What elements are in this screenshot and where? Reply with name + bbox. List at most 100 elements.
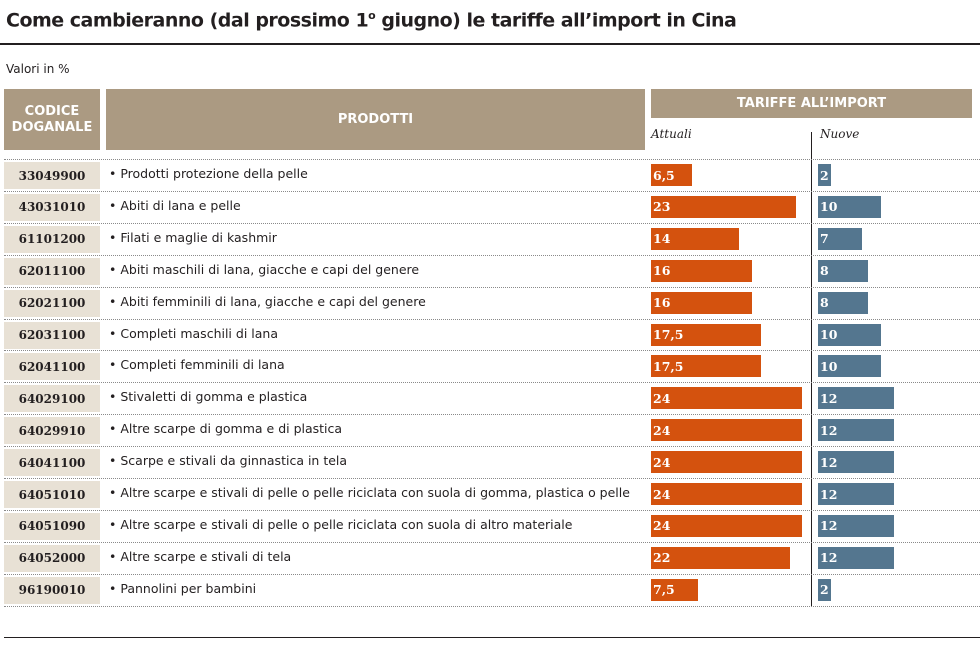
table-row: 62031100 • Completi maschili di lana 17,5 1… [0,318,980,351]
product-label: • Altre scarpe e stivali di pelle o pell… [109,516,573,532]
row-divider [4,478,980,479]
bar-new-label: 12 [820,454,838,470]
customs-code: 62031100 [4,321,100,349]
row-divider [4,190,980,192]
product-label: • Abiti femminili di lana, giacche e cap… [109,293,426,309]
row-divider [4,350,980,352]
product-label: • Abiti di lana e pelle [109,197,241,213]
product-label: • Pannolini per bambini [109,580,257,596]
bar-current: 24 [651,419,803,442]
bar-current: 24 [651,514,803,537]
bar-current: 7,5 [651,578,699,601]
title-rule [0,43,980,45]
bar-new-label: 10 [820,358,838,374]
row-divider [4,573,980,575]
bar-current: 16 [651,259,752,282]
row-divider [4,318,980,320]
bar-new-label: 10 [820,327,838,342]
customs-code: 64051090 [4,512,100,540]
row-divider [4,605,980,607]
customs-code: 62021100 [4,289,100,317]
bar-current: 22 [651,546,790,569]
bar-current: 17,5 [651,355,762,378]
table-end-divider [0,605,980,607]
bar-current: 24 [651,483,803,505]
bar-current: 23 [651,195,796,218]
table-row: 61101200 • Filati e maglie di kashmir 14 7 [0,222,980,255]
customs-code: 62011100 [4,257,100,285]
row-divider [4,541,980,543]
customs-code: 43031010 [4,193,100,221]
row-divider [4,509,980,511]
bar-new-label: 7 [820,231,829,247]
bar-new: 12 [818,451,894,474]
bar-current-label: 17,5 [653,327,684,342]
table-row: 43031010 • Abiti di lana e pelle 23 10 [0,190,980,223]
bar-new-label: 8 [820,295,829,311]
customs-code: 33049900 [4,162,100,189]
bar-new-label: 2 [820,582,829,598]
bar-current-label: 24 [653,518,671,534]
table-row: 62011100 • Abiti maschili di lana, giacch… [0,254,980,287]
table-row: 96190010 • Pannolini per bambini 7,5 2 [0,573,980,606]
product-label: • Completi maschili di lana [109,325,278,341]
bar-new: 10 [818,323,881,346]
bar-new: 2 [818,578,831,601]
table-row: 64051090 • Altre scarpe e stivali di pell… [0,509,980,542]
bottom-rule [4,637,980,638]
customs-code: 64051010 [4,481,100,508]
bar-new: 12 [818,387,894,410]
bar-current: 24 [651,387,803,410]
bar-new-label: 12 [820,518,838,534]
header-customs-code: CODICE DOGANALE [4,89,100,150]
bar-new: 12 [818,546,894,569]
bar-new-label: 10 [820,199,838,215]
bar-new: 12 [818,483,894,505]
table-row: 64041100 • Scarpe e stivali da ginnastica… [0,446,980,478]
bar-new-label: 8 [820,263,829,279]
bar-new: 8 [818,259,869,282]
customs-code: 64029910 [4,417,100,445]
product-label: • Abiti maschili di lana, giacche e capi… [109,261,420,277]
header-products: PRODOTTI [106,89,645,150]
bar-new: 12 [818,419,894,442]
chart-subtitle: Valori in % [6,62,70,76]
bar-new: 7 [818,227,863,250]
table-row: 64029100 • Stivaletti di gomma e plastica… [0,382,980,414]
table-row: 33049900 • Prodotti protezione della pell… [0,159,980,191]
bar-current-label: 14 [653,231,671,247]
bar-current-label: 22 [653,550,671,566]
product-label: • Altre scarpe e stivali di tela [109,548,292,564]
customs-code: 64052000 [4,544,100,572]
bar-current: 16 [651,291,752,314]
bar-new-label: 12 [820,422,838,438]
column-label-current: Attuali [651,127,692,141]
chart-title: Come cambieranno (dal prossimo 1o giugno… [6,9,737,32]
row-divider [4,254,980,256]
product-label: • Prodotti protezione della pelle [109,166,308,181]
table-row: 64052000 • Altre scarpe e stivali di tela… [0,541,980,574]
bar-new: 10 [818,195,881,218]
bar-current-label: 24 [653,486,671,502]
row-divider [4,446,980,448]
product-label: • Filati e maglie di kashmir [109,229,277,245]
bar-current-label: 16 [653,263,671,279]
row-divider [4,222,980,224]
bar-current-label: 24 [653,390,671,406]
column-label-new: Nuove [820,127,860,141]
bar-new: 8 [818,291,869,314]
bar-new: 12 [818,514,894,537]
bar-new-label: 12 [820,550,838,566]
customs-code: 62041100 [4,353,100,381]
bar-current-label: 23 [653,199,671,215]
product-label: • Altre scarpe e stivali di pelle o pell… [109,485,630,500]
row-divider [4,286,980,288]
bar-current-label: 17,5 [653,358,684,374]
bar-new: 10 [818,355,881,378]
bar-current-label: 16 [653,295,671,311]
bar-current: 24 [651,451,803,474]
bar-new-label: 12 [820,390,838,406]
product-label: • Stivaletti di gomma e plastica [109,389,308,405]
row-divider [4,159,980,160]
row-divider [4,382,980,384]
